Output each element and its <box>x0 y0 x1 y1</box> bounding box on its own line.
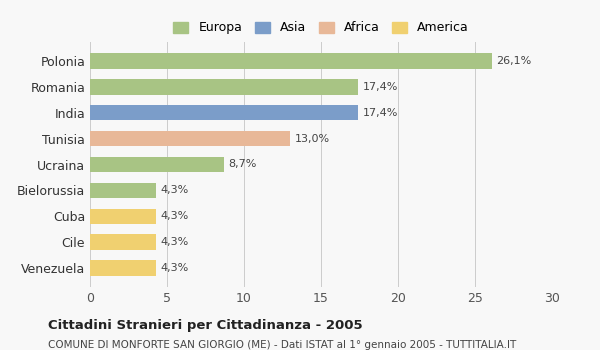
Bar <box>90 105 358 120</box>
Text: 4,3%: 4,3% <box>161 186 189 195</box>
Bar <box>90 183 156 198</box>
Bar <box>90 53 492 69</box>
Bar <box>90 79 358 95</box>
Text: 26,1%: 26,1% <box>497 56 532 66</box>
Bar <box>90 209 156 224</box>
Bar <box>90 260 156 276</box>
Bar <box>90 157 224 172</box>
Text: 4,3%: 4,3% <box>161 237 189 247</box>
Legend: Europa, Asia, Africa, America: Europa, Asia, Africa, America <box>169 16 473 40</box>
Text: Cittadini Stranieri per Cittadinanza - 2005: Cittadini Stranieri per Cittadinanza - 2… <box>48 318 362 331</box>
Text: COMUNE DI MONFORTE SAN GIORGIO (ME) - Dati ISTAT al 1° gennaio 2005 - TUTTITALIA: COMUNE DI MONFORTE SAN GIORGIO (ME) - Da… <box>48 340 516 350</box>
Bar <box>90 131 290 146</box>
Bar <box>90 234 156 250</box>
Text: 17,4%: 17,4% <box>362 82 398 92</box>
Text: 4,3%: 4,3% <box>161 211 189 221</box>
Text: 13,0%: 13,0% <box>295 134 330 143</box>
Text: 17,4%: 17,4% <box>362 108 398 118</box>
Text: 4,3%: 4,3% <box>161 263 189 273</box>
Text: 8,7%: 8,7% <box>229 160 257 169</box>
